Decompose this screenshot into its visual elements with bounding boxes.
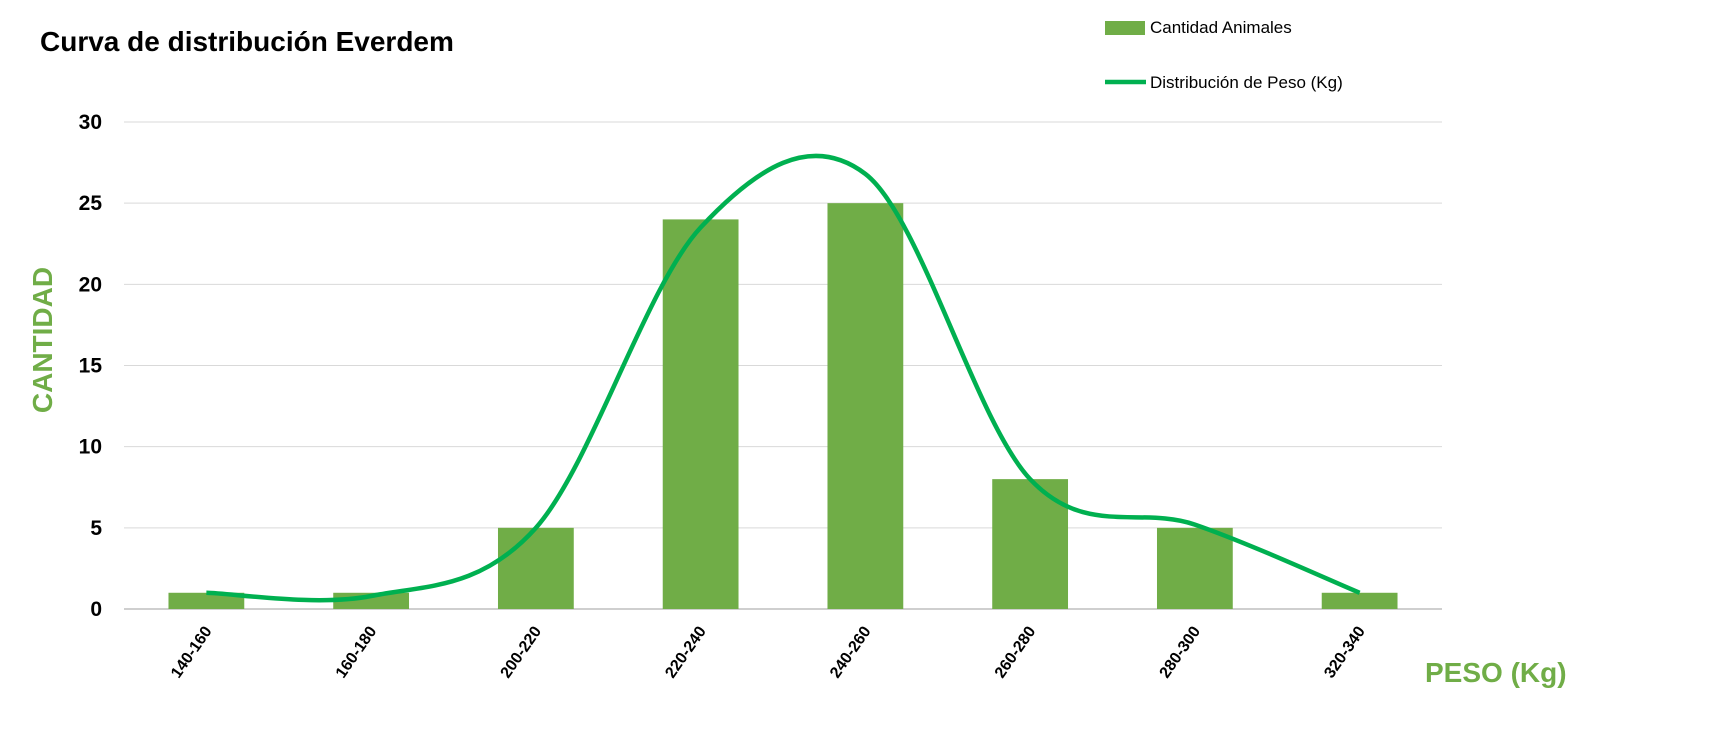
y-tick-label: 25 [79,192,103,215]
x-tick-label: 240-260 [827,623,875,681]
x-tick-label: 200-220 [498,623,546,681]
x-tick-labels: 140-160 160-180 200-220 220-240 240-260 260-2… [168,623,1369,681]
y-axis-title: CANTIDAD [27,267,58,413]
y-tick-label: 10 [79,436,102,459]
x-tick-label: 260-280 [992,623,1040,681]
gridlines [124,121,1442,610]
bar-140-160 [168,592,245,609]
distribution-line [206,153,1361,603]
chart-title: Curva de distribución Everdem [40,26,454,57]
legend-label-bars: Cantidad Animales [1150,18,1292,37]
bar-200-220 [497,527,574,609]
x-tick-label: 220-240 [662,623,710,681]
x-axis-title: PESO (Kg) [1425,657,1567,688]
bar-320-340 [1321,592,1398,609]
distribution-curve [206,153,1361,603]
x-tick-label: 280-300 [1157,623,1205,681]
legend-swatch-bars [1105,21,1145,35]
y-tick-label: 30 [79,111,102,134]
legend: Cantidad Animales Distribución de Peso (K… [1105,18,1343,92]
x-tick-label: 160-180 [333,623,381,681]
bar-280-300 [1156,527,1233,609]
y-tick-label: 20 [79,273,102,296]
y-tick-label: 5 [90,517,102,540]
y-tick-label: 15 [79,355,103,378]
y-tick-labels: 0 5 10 15 20 25 30 [79,111,103,621]
bar-220-240 [662,219,739,609]
bar-240-260 [827,203,904,609]
legend-label-line: Distribución de Peso (Kg) [1150,73,1343,92]
x-tick-label: 140-160 [168,623,216,681]
x-tick-label: 320-340 [1321,623,1369,681]
bars [168,203,1398,609]
y-tick-label: 0 [90,598,102,621]
